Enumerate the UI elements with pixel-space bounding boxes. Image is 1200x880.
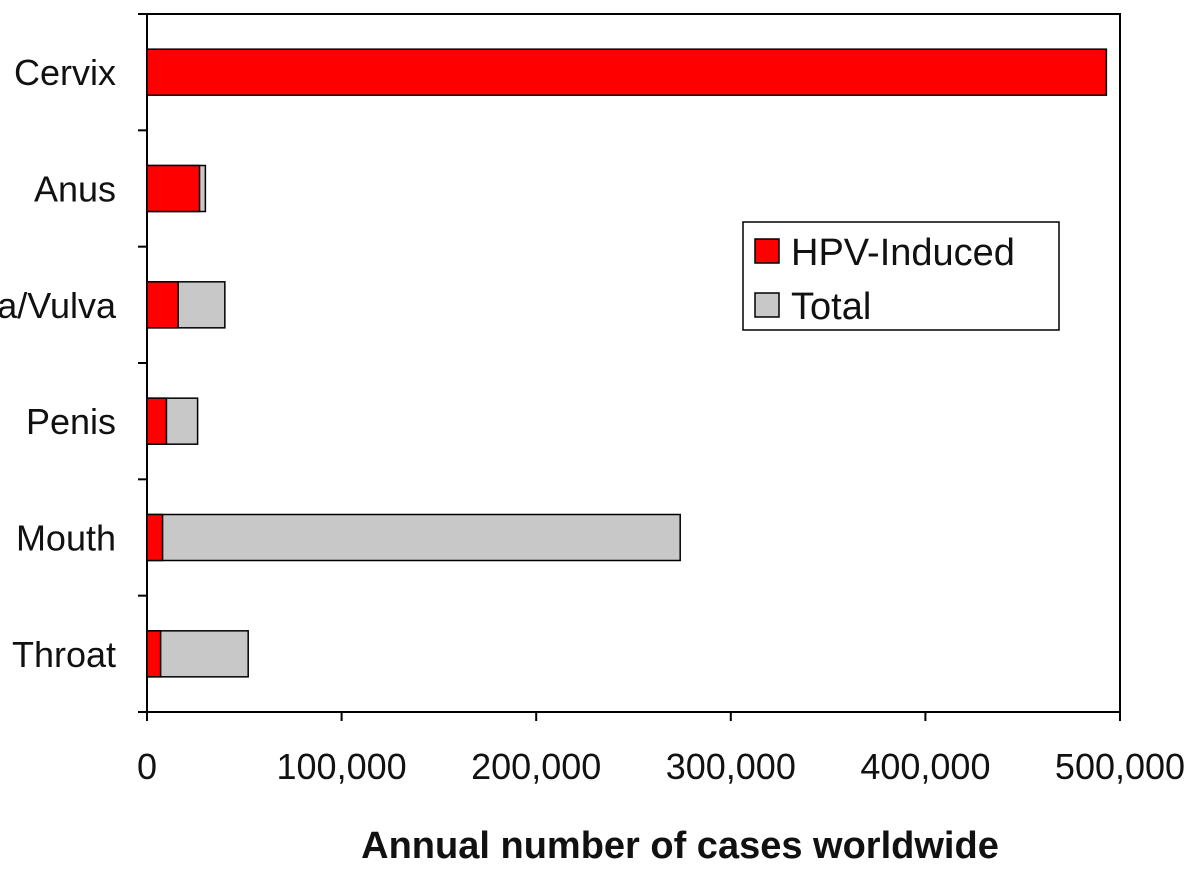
x-axis-title: Annual number of cases worldwide <box>361 825 999 867</box>
x-tick-label: 500,000 <box>1055 746 1185 787</box>
bar-hpv-induced-anus <box>146 164 201 213</box>
x-axis: 0 100,000 200,000 300,000 400,000 500,000 <box>137 712 1185 787</box>
y-tick-label: Throat <box>12 634 116 675</box>
bar-total-throat <box>146 630 249 678</box>
bar-hpv-induced-cervix <box>146 48 1108 96</box>
bar-total-mouth <box>146 513 681 562</box>
legend-swatch <box>754 238 780 264</box>
legend-label: HPV-Induced <box>791 232 1015 274</box>
x-tick-label: 100,000 <box>277 746 407 787</box>
bar-hpv-induced-throat <box>146 630 162 678</box>
x-tick-label: 0 <box>137 746 157 787</box>
y-tick-label: Penis <box>26 401 116 442</box>
y-axis: Cervix Anus Vagina/Vulva Penis Mouth Throat <box>0 13 147 713</box>
legend-box <box>742 221 1060 331</box>
legend: HPV-Induced Total <box>742 221 1060 331</box>
x-tick-label: 200,000 <box>471 746 601 787</box>
plot-frame <box>146 13 1121 713</box>
bar-hpv-induced-vagina-vulva <box>146 281 179 329</box>
x-tick-label: 400,000 <box>860 746 990 787</box>
y-tick-label: Cervix <box>14 52 116 93</box>
bar-hpv-induced-mouth <box>146 513 164 562</box>
x-tick-label: 300,000 <box>666 746 796 787</box>
y-tick-label: Anus <box>34 169 116 210</box>
bar-hpv-induced-penis <box>146 397 168 445</box>
bars <box>146 48 1108 678</box>
legend-label: Total <box>791 286 871 328</box>
y-tick-label: Vagina/Vulva <box>0 285 117 326</box>
plot-area-border <box>146 13 1121 713</box>
legend-swatch <box>754 292 780 318</box>
y-tick-label: Mouth <box>16 518 116 559</box>
